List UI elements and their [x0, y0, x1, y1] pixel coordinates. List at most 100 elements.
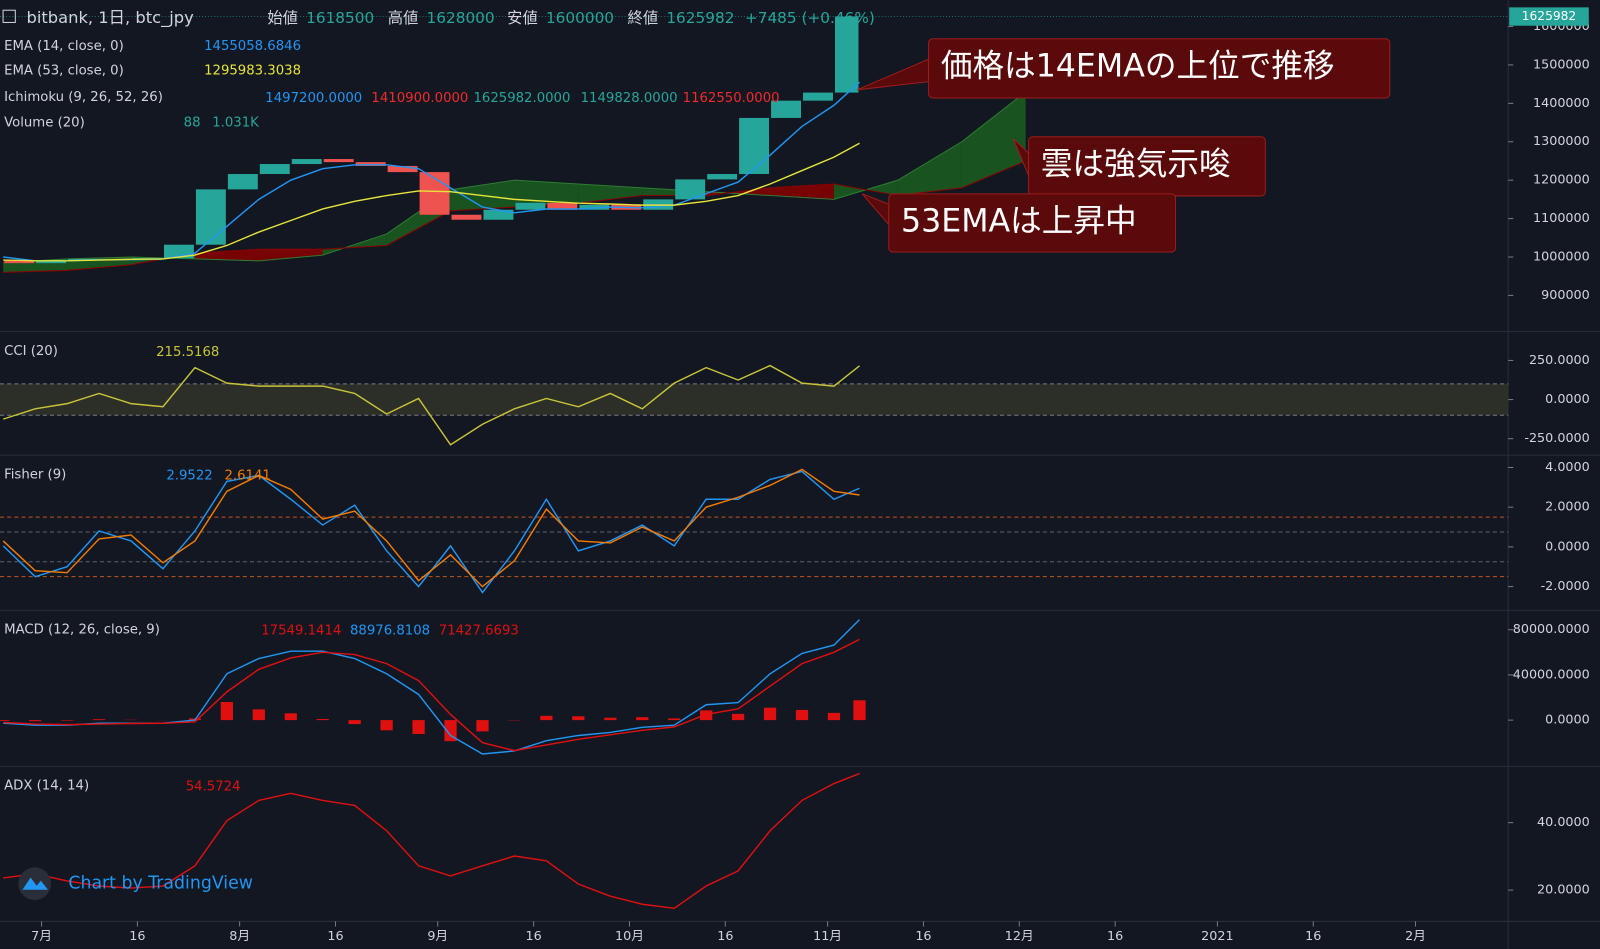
series-line: [2, 468, 860, 588]
x-tick-label: 11月: [813, 929, 842, 944]
x-tick-label: 16: [1305, 929, 1321, 944]
series-line: [2, 364, 860, 446]
x-tick-label: 16: [327, 929, 343, 944]
y-tick-label: 2.0000: [1545, 500, 1590, 515]
histogram-bar: [380, 720, 393, 731]
legend-name[interactable]: ADX (14, 14): [4, 779, 89, 794]
y-tick-label: 80000.0000: [1513, 622, 1590, 637]
x-tick-label: 16: [525, 929, 541, 944]
band: [0, 383, 1509, 416]
legend-name[interactable]: EMA (14, close, 0): [4, 39, 124, 54]
histogram-bar: [700, 710, 713, 721]
y-tick-label: 1500000: [1533, 57, 1590, 72]
candle: [291, 159, 322, 165]
y-tick-label: -2.0000: [1541, 579, 1590, 594]
legend-value: 1455058.6846: [204, 39, 301, 54]
y-tick-label: 0.0000: [1545, 713, 1590, 728]
histogram-bar: [348, 720, 361, 725]
ohlc-value: 1600000: [546, 9, 614, 27]
histogram-bar: [412, 720, 425, 735]
candle: [515, 202, 546, 210]
cloud: [770, 184, 834, 200]
candle: [834, 16, 859, 93]
legend-value: 88: [184, 115, 201, 130]
y-tick-label: 1400000: [1533, 96, 1590, 111]
symbol-title[interactable]: bitbank, 1日, btc_jpy: [27, 8, 195, 28]
histogram-bar: [444, 720, 457, 742]
histogram-bar: [572, 716, 585, 721]
y-tick-label: 40000.0000: [1513, 667, 1590, 682]
ohlc-label: 終値: [628, 9, 659, 27]
legend-name[interactable]: CCI (20): [4, 344, 58, 359]
legend-value: 1625982.0000: [473, 91, 570, 106]
legend-value: 1162550.0000: [683, 91, 780, 106]
collapse-icon[interactable]: [2, 9, 16, 23]
x-tick-label: 2021: [1201, 929, 1233, 944]
histogram-bar: [92, 719, 106, 721]
y-tick-label: 20.0000: [1537, 883, 1590, 898]
x-tick-label: 10月: [615, 929, 644, 944]
price-tag-bg: [1509, 7, 1589, 26]
cloud: [578, 184, 643, 204]
histogram-bar: [0, 720, 10, 721]
cloud: [194, 249, 259, 261]
x-tick-label: 9月: [427, 929, 448, 944]
series-line: [3, 638, 860, 752]
legend-value: 215.5168: [156, 345, 219, 360]
x-tick-label: 12月: [1005, 929, 1034, 944]
histogram-bar: [731, 713, 745, 721]
legend-value: 54.5724: [186, 780, 241, 795]
histogram-bar: [636, 717, 649, 721]
annotation: 雲は強気示唆: [1041, 146, 1231, 182]
legend-name[interactable]: Volume (20): [4, 115, 85, 130]
candle: [803, 92, 833, 101]
histogram-bar: [795, 709, 809, 721]
series-line: [2, 470, 860, 594]
candle: [387, 165, 418, 173]
candle: [195, 189, 226, 245]
y-tick-label: 40.0000: [1537, 815, 1590, 830]
candle: [355, 162, 386, 166]
ichimoku-values: 1497200.0000 1410900.0000 1625982.0000 1149…: [265, 91, 779, 106]
series-line: [3, 772, 860, 910]
legend-name[interactable]: Ichimoku (9, 26, 52, 26): [4, 90, 163, 105]
legend-value: 88976.8108: [350, 624, 430, 639]
callout: [928, 38, 1391, 99]
candle: [739, 117, 770, 175]
legend-name[interactable]: MACD (12, 26, close, 9): [4, 623, 160, 638]
legend-name[interactable]: Fisher (9): [4, 467, 66, 482]
x-tick-label: 2月: [1405, 929, 1426, 944]
cloud: [961, 91, 1026, 188]
legend-name[interactable]: EMA (53, close, 0): [4, 63, 124, 78]
candle: [547, 202, 578, 210]
x-tick-label: 16: [1107, 929, 1123, 944]
candle: [227, 174, 258, 190]
legend-value: 2.9522: [166, 469, 212, 484]
watermark[interactable]: Chart by TradingView: [68, 874, 253, 894]
candle: [771, 100, 801, 118]
y-tick-label: 0.0000: [1545, 392, 1590, 407]
candle: [579, 204, 610, 210]
candle: [4, 260, 35, 264]
y-tick-label: 250.0000: [1529, 353, 1590, 368]
histogram-bar: [476, 720, 489, 732]
annotation: 53EMAは上昇中: [901, 203, 1137, 239]
histogram-bar: [284, 713, 297, 721]
ohlc-value: 1625982: [666, 9, 734, 27]
histogram-bar: [540, 715, 553, 721]
histogram-bar: [853, 700, 866, 721]
legend-value: 2.6141: [224, 469, 270, 484]
legend-value: 17549.1414: [261, 624, 341, 639]
y-tick-label: 1200000: [1533, 173, 1590, 188]
histogram-bar: [763, 707, 777, 721]
y-tick-label: 900000: [1541, 288, 1590, 303]
histogram-bar: [252, 709, 265, 721]
logo-mark: [22, 877, 48, 890]
annotation: 価格は14EMAの上位で推移: [941, 48, 1335, 84]
series-line: [3, 142, 860, 262]
candle: [675, 179, 706, 200]
legend-value: 1410900.0000: [371, 91, 468, 106]
legend-value: 1149828.0000: [581, 91, 678, 106]
